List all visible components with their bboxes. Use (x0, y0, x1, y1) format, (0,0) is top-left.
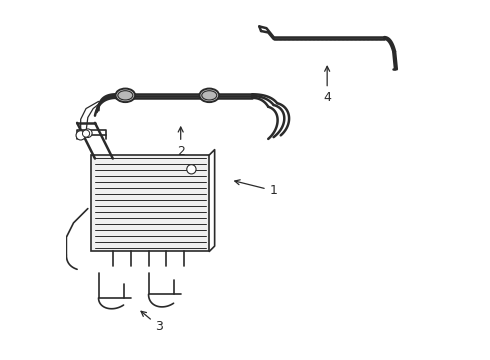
Circle shape (187, 165, 196, 174)
Circle shape (76, 131, 85, 140)
Ellipse shape (199, 89, 219, 102)
Text: 4: 4 (323, 66, 331, 104)
Polygon shape (92, 155, 209, 251)
Ellipse shape (202, 91, 217, 100)
Text: 2: 2 (177, 127, 185, 158)
Circle shape (82, 130, 90, 137)
Text: 3: 3 (141, 311, 163, 333)
Text: 1: 1 (235, 180, 277, 197)
Ellipse shape (118, 91, 133, 100)
Circle shape (83, 129, 92, 138)
Ellipse shape (116, 89, 135, 102)
